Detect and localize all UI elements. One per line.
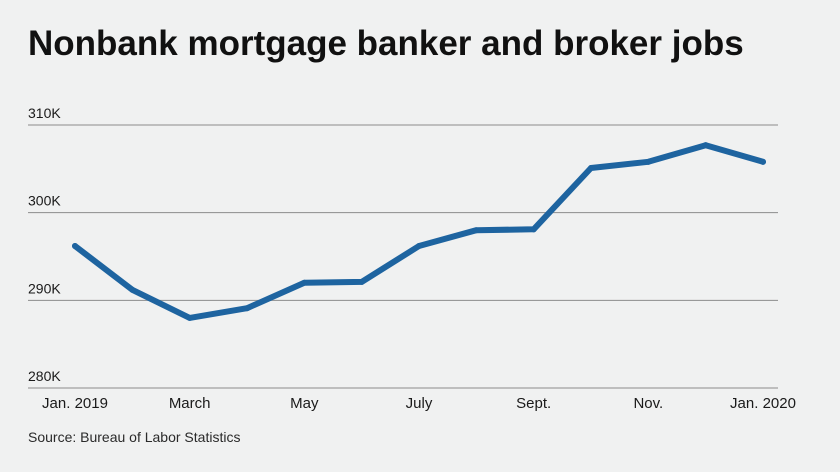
x-tick: July <box>406 395 433 412</box>
series-layer <box>72 142 766 321</box>
series-line <box>72 142 766 321</box>
data-point <box>473 227 480 234</box>
data-point <box>186 314 193 321</box>
data-point <box>416 242 422 249</box>
x-tick-label: July <box>406 395 433 412</box>
y-tick-label: 290K <box>28 280 61 296</box>
x-tick: Jan. 2020 <box>730 395 796 412</box>
data-point <box>301 279 308 286</box>
y-tick-label: 300K <box>28 193 61 209</box>
source-note: Source: Bureau of Labor Statistics <box>28 429 241 445</box>
x-tick: Sept. <box>516 395 551 412</box>
data-point <box>358 278 365 285</box>
data-point <box>244 305 250 312</box>
data-point <box>72 242 78 249</box>
data-point <box>129 286 136 293</box>
y-axis-ticks: 280K 290K 300K 310K <box>28 105 61 384</box>
x-axis-ticks: Jan. 2019 March May July Sept. Nov. Jan. 2020 <box>42 395 796 412</box>
data-point <box>588 164 594 171</box>
x-tick-label: Jan. 2019 <box>42 395 108 412</box>
x-tick-label: March <box>169 395 211 412</box>
y-tick: 290K <box>28 280 61 296</box>
x-tick-label: May <box>290 395 319 412</box>
chart-title: Nonbank mortgage banker and broker jobs <box>28 24 744 63</box>
data-point <box>645 158 652 165</box>
data-point <box>702 142 709 149</box>
x-tick: Jan. 2019 <box>42 395 108 412</box>
x-tick-label: Jan. 2020 <box>730 395 796 412</box>
x-tick: March <box>169 395 211 412</box>
data-point <box>760 158 766 165</box>
y-tick-label: 310K <box>28 105 61 121</box>
y-tick: 300K <box>28 193 61 209</box>
x-tick: Nov. <box>633 395 663 412</box>
y-tick-label: 280K <box>28 368 61 384</box>
x-tick-label: Nov. <box>633 395 663 412</box>
data-point <box>530 226 537 233</box>
y-tick: 280K <box>28 368 61 384</box>
x-tick-label: Sept. <box>516 395 551 412</box>
x-tick: May <box>290 395 319 412</box>
y-tick: 310K <box>28 105 61 121</box>
